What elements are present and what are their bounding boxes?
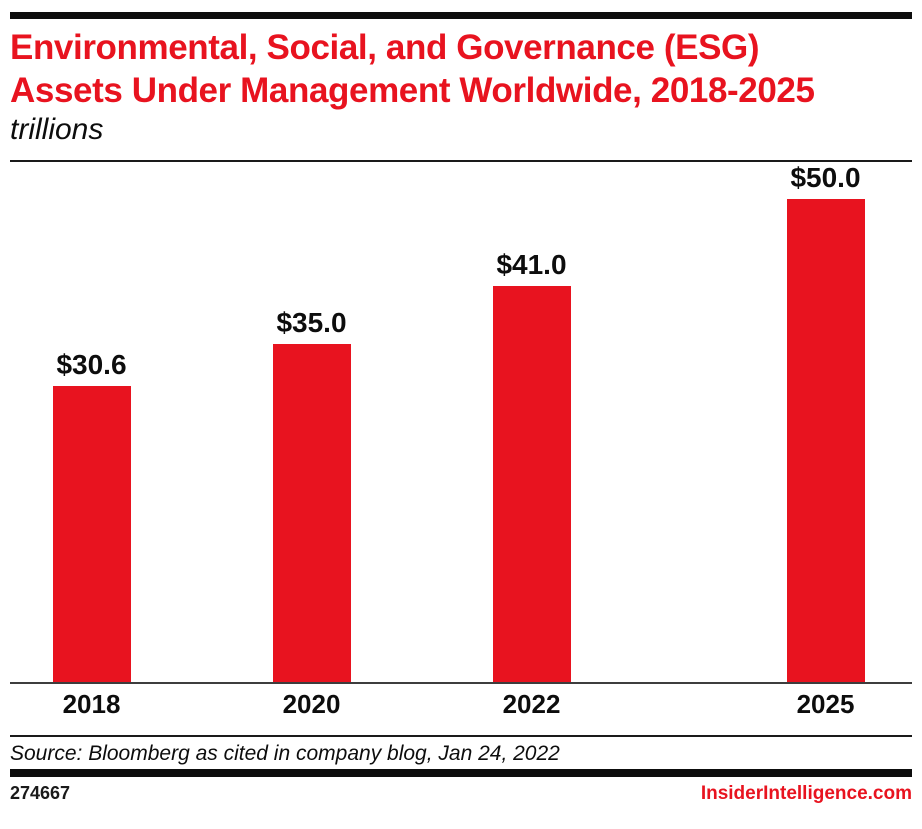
bar-value-label-2022: $41.0	[496, 249, 567, 280]
units-label: trillions	[10, 113, 104, 146]
top-rule	[10, 12, 912, 19]
chart-id: 274667	[10, 783, 71, 803]
chart-card: Environmental, Social, and Governance (E…	[0, 12, 922, 805]
x-axis-label-2025: 2025	[796, 689, 855, 719]
bar-2025: $50.0	[786, 162, 865, 682]
bar-value-label-2025: $50.0	[790, 162, 861, 193]
x-axis-label-2018: 2018	[62, 689, 121, 719]
source-divider	[10, 735, 912, 737]
brand-link[interactable]: InsiderIntelligence.com	[700, 783, 912, 804]
bar-2018: $30.6	[52, 349, 131, 682]
bottom-rule	[10, 769, 912, 777]
title-divider	[10, 160, 912, 162]
x-axis-labels: 2018 2020 2022 2025	[10, 684, 912, 724]
bar-2022: $41.0	[492, 249, 571, 682]
x-axis-label-2022: 2022	[502, 689, 561, 719]
bar-value-label-2020: $35.0	[276, 307, 347, 338]
bar-value-label-2018: $30.6	[56, 349, 127, 380]
chart-title-line-1: Environmental, Social, and Governance (E…	[10, 28, 760, 67]
chart-title-line-2: Assets Under Management Worldwide, 2018-…	[10, 71, 815, 110]
bar-2020: $35.0	[272, 307, 351, 682]
plot-area: $30.6 $35.0 $41.0 $50.0	[10, 162, 912, 684]
x-axis-label-2020: 2020	[282, 689, 341, 719]
chart-title: Environmental, Social, and Governance (E…	[10, 26, 912, 112]
source-note: Source: Bloomberg as cited in company bl…	[10, 742, 560, 765]
footer: 274667 InsiderIntelligence.com	[10, 783, 912, 805]
